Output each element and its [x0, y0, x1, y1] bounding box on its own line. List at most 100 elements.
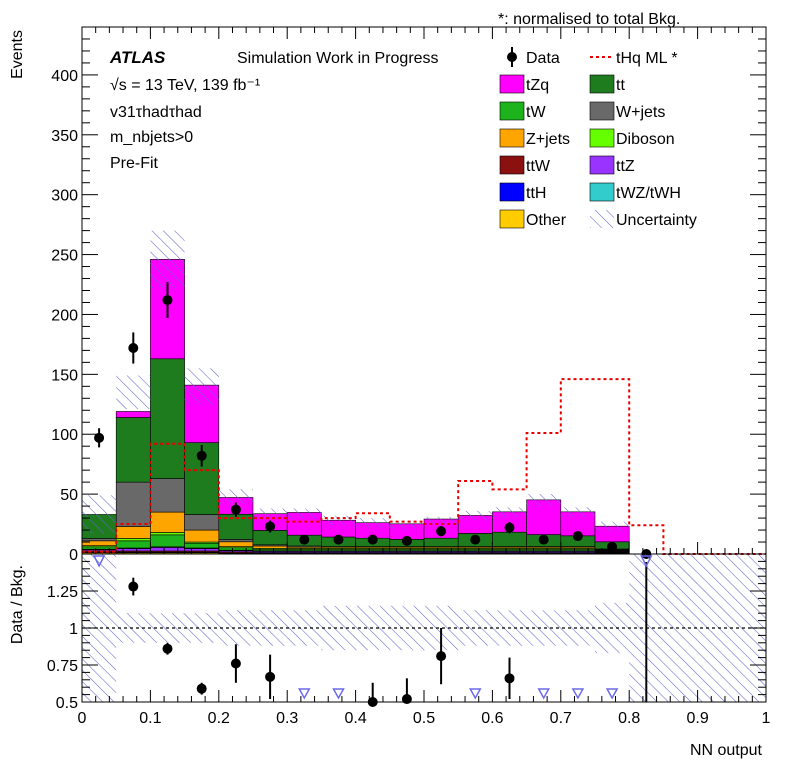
legend-label-w-jets: W+jets — [616, 104, 665, 121]
legend-label-other: Other — [526, 212, 567, 229]
legend-item-ttw: ttW — [499, 155, 551, 175]
ratio-uncertainty-bin-4 — [218, 610, 253, 646]
uncertainty-bin-0 — [82, 495, 117, 534]
legend-swatch-tzq — [499, 74, 525, 94]
y-axis-label: Events — [9, 30, 26, 79]
legend-marker-data — [507, 52, 517, 62]
legend-label-twz-twh: tWZ/tWH — [616, 185, 681, 202]
ratio-uncertainty-bin-14 — [560, 610, 595, 646]
ratio-uncertainty-band — [82, 554, 766, 702]
ratio-point-3 — [230, 658, 241, 669]
data-point-0 — [94, 432, 105, 443]
uncertainty-bin-11 — [458, 510, 493, 521]
uncertainty-bin-15 — [595, 521, 630, 532]
legend-item-tt: tt — [589, 74, 625, 94]
legend-swatch-ttz — [589, 155, 615, 175]
legend-swatch-diboson — [589, 128, 615, 148]
bar-diboson-bin-2 — [150, 532, 185, 536]
legend-swatch-ttw — [499, 155, 525, 175]
bar-z-jets-bin-1 — [115, 526, 151, 539]
x-tick-label-7: 0.7 — [550, 710, 572, 727]
bar-z-jets-bin-3 — [184, 529, 220, 543]
ratio-offscale-low-2 — [469, 688, 482, 700]
uncertainty-bin-14 — [560, 507, 595, 517]
ratio-tick-label-1: 0.75 — [47, 658, 78, 675]
legend-label-uncertainty: Uncertainty — [616, 212, 697, 229]
bar-w-jets-bin-4 — [218, 539, 254, 543]
bar-z-jets-bin-2 — [150, 511, 185, 533]
x-tick-label-3: 0.3 — [276, 710, 298, 727]
data-point-10 — [436, 526, 447, 537]
legend-label-diboson: Diboson — [616, 131, 675, 148]
info-line-channel: v31τhadτhad — [110, 104, 202, 121]
data-point-15 — [607, 541, 618, 552]
legend-label-tzq: tZq — [526, 77, 549, 94]
bar-tt-bin-2 — [150, 358, 185, 479]
legend-item-other: Other — [499, 209, 567, 229]
legend-swatch-tth — [499, 182, 525, 202]
uncertainty-bin-2 — [150, 230, 185, 289]
x-axis-label: NN output — [690, 742, 763, 759]
x-tick-label-8: 0.8 — [618, 710, 640, 727]
ratio-uncertainty-bin-7 — [321, 605, 356, 651]
uncertainty-bin-7 — [321, 515, 356, 526]
ratio-point-2 — [196, 683, 207, 694]
legend-label-ttw: ttW — [526, 158, 551, 175]
ratio-offscale-high-zero-bin — [640, 555, 653, 568]
ratio-point-7 — [436, 651, 447, 662]
bar-w-jets-bin-2 — [150, 478, 185, 513]
x-tick-label-6: 0.6 — [481, 710, 503, 727]
legend-item-twz-twh: tWZ/tWH — [589, 182, 681, 202]
data-point-6 — [299, 534, 310, 545]
x-tick-label-10: 1 — [762, 710, 771, 727]
bar-tt-bin-4 — [218, 513, 254, 540]
bar-tt-bin-12 — [492, 531, 527, 547]
info-line-selection: m_nbjets>0 — [110, 129, 193, 146]
uncertainty-bin-10 — [424, 516, 459, 525]
uncertainty-bin-9 — [389, 521, 424, 529]
normalisation-note: *: normalised to total Bkg. — [498, 11, 680, 28]
bar-w-jets-bin-1 — [115, 481, 151, 527]
uncertainty-bin-4 — [218, 489, 253, 504]
data-point-14 — [572, 531, 583, 542]
data-point-12 — [504, 522, 515, 533]
ratio-point-4 — [265, 671, 276, 682]
x-tick-label-1: 0.1 — [139, 710, 161, 727]
x-tick-label-0: 0 — [78, 710, 87, 727]
data-point-4 — [230, 504, 241, 515]
ratio-uncertainty-bin-17 — [663, 554, 698, 702]
ratio-point-0 — [128, 581, 139, 592]
data-point-1 — [128, 342, 139, 353]
uncertainty-band — [82, 230, 630, 534]
legend-item-uncertainty: Uncertainty — [590, 210, 697, 229]
ratio-tick-label-2: 1 — [69, 621, 78, 638]
data-point-7 — [333, 534, 344, 545]
uncertainty-bin-1 — [116, 375, 151, 410]
legend-label-tw: tW — [526, 104, 546, 121]
ratio-point-8 — [504, 673, 515, 684]
info-line-energy: √s = 13 TeV, 139 fb⁻¹ — [110, 77, 260, 94]
ratio-offscale-low-1 — [332, 688, 345, 700]
legend-swatch-uncertainty — [590, 210, 614, 228]
bar-z-jets-bin-4 — [218, 541, 254, 547]
uncertainty-bin-8 — [355, 518, 390, 528]
info-line-fit: Pre-Fit — [110, 155, 159, 172]
legend-swatch-other — [499, 209, 525, 229]
legend-swatch-tw — [499, 101, 525, 121]
bar-tt-bin-10 — [423, 537, 459, 547]
signal-line — [82, 378, 766, 555]
ratio-points — [92, 555, 653, 707]
ratio-uncertainty-bin-11 — [458, 610, 493, 646]
bar-diboson-bin-1 — [115, 538, 151, 542]
bar-z-jets-bin-5 — [252, 545, 288, 549]
legend-label-tth: ttH — [526, 185, 546, 202]
data-point-13 — [538, 534, 549, 545]
legend-item-z-jets: Z+jets — [499, 128, 570, 148]
status-label: Simulation Work in Progress — [237, 50, 439, 67]
ratio-offscale-low-0 — [298, 688, 311, 700]
uncertainty-bin-6 — [287, 508, 322, 519]
legend-label-thq-ml-: tHq ML * — [616, 50, 678, 67]
legend-label-z-jets: Z+jets — [526, 131, 570, 148]
ratio-point-1 — [162, 643, 173, 654]
bar-tw-bin-0 — [81, 546, 117, 550]
